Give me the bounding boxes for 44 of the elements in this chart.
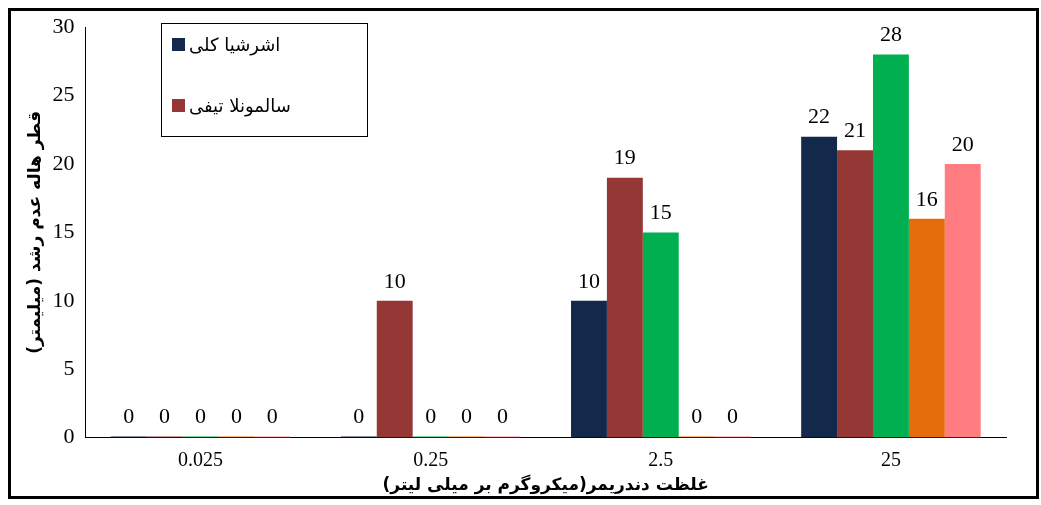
bar — [837, 150, 873, 438]
bar — [376, 300, 413, 438]
data-label: 21 — [844, 117, 867, 143]
y-tick-label: 20 — [52, 149, 75, 175]
legend-label: اشرشیا کلی — [189, 34, 281, 55]
x-tick-label: 0.025 — [177, 447, 223, 470]
data-label: 19 — [613, 144, 636, 170]
data-label: 22 — [808, 103, 831, 129]
data-label: 10 — [577, 267, 600, 293]
data-label: 0 — [496, 403, 508, 429]
bar — [872, 54, 909, 438]
bar — [908, 218, 945, 438]
data-label: 16 — [915, 185, 938, 211]
x-axis-title: غلظت دندریمر(میکروگرم بر میلی لیتر) — [382, 474, 709, 496]
data-label: 28 — [879, 21, 902, 47]
data-label: 0 — [123, 403, 135, 429]
data-label: 15 — [649, 199, 672, 225]
bar — [944, 164, 981, 438]
data-label: 0 — [266, 403, 278, 429]
data-label: 10 — [383, 267, 406, 293]
legend-label: سالمونلا تیفی — [189, 95, 291, 116]
data-label: 0 — [159, 403, 171, 429]
y-axis-title: قطر هاله عدم رشد (میلیمتر) — [23, 110, 45, 354]
bar — [606, 177, 643, 438]
bar — [571, 300, 607, 438]
data-label: 0 — [353, 403, 365, 429]
y-tick-label: 5 — [63, 354, 75, 380]
y-tick-label: 30 — [52, 12, 75, 38]
y-tick-label: 0 — [63, 423, 75, 449]
y-tick-label: 25 — [52, 81, 75, 107]
data-label: 0 — [691, 403, 703, 429]
data-label: 0 — [425, 403, 437, 429]
x-tick-label: 2.5 — [648, 447, 674, 470]
data-label: 0 — [194, 403, 206, 429]
y-tick-label: 15 — [52, 218, 75, 244]
bar — [801, 136, 838, 438]
data-label: 0 — [461, 403, 473, 429]
data-label: 20 — [951, 130, 974, 156]
data-label: 0 — [230, 403, 242, 429]
data-label: 0 — [727, 403, 739, 429]
bar — [642, 232, 679, 438]
y-tick-label: 10 — [52, 286, 75, 312]
x-tick-label: 0.25 — [413, 447, 449, 470]
x-tick-label: 25 — [880, 447, 901, 470]
